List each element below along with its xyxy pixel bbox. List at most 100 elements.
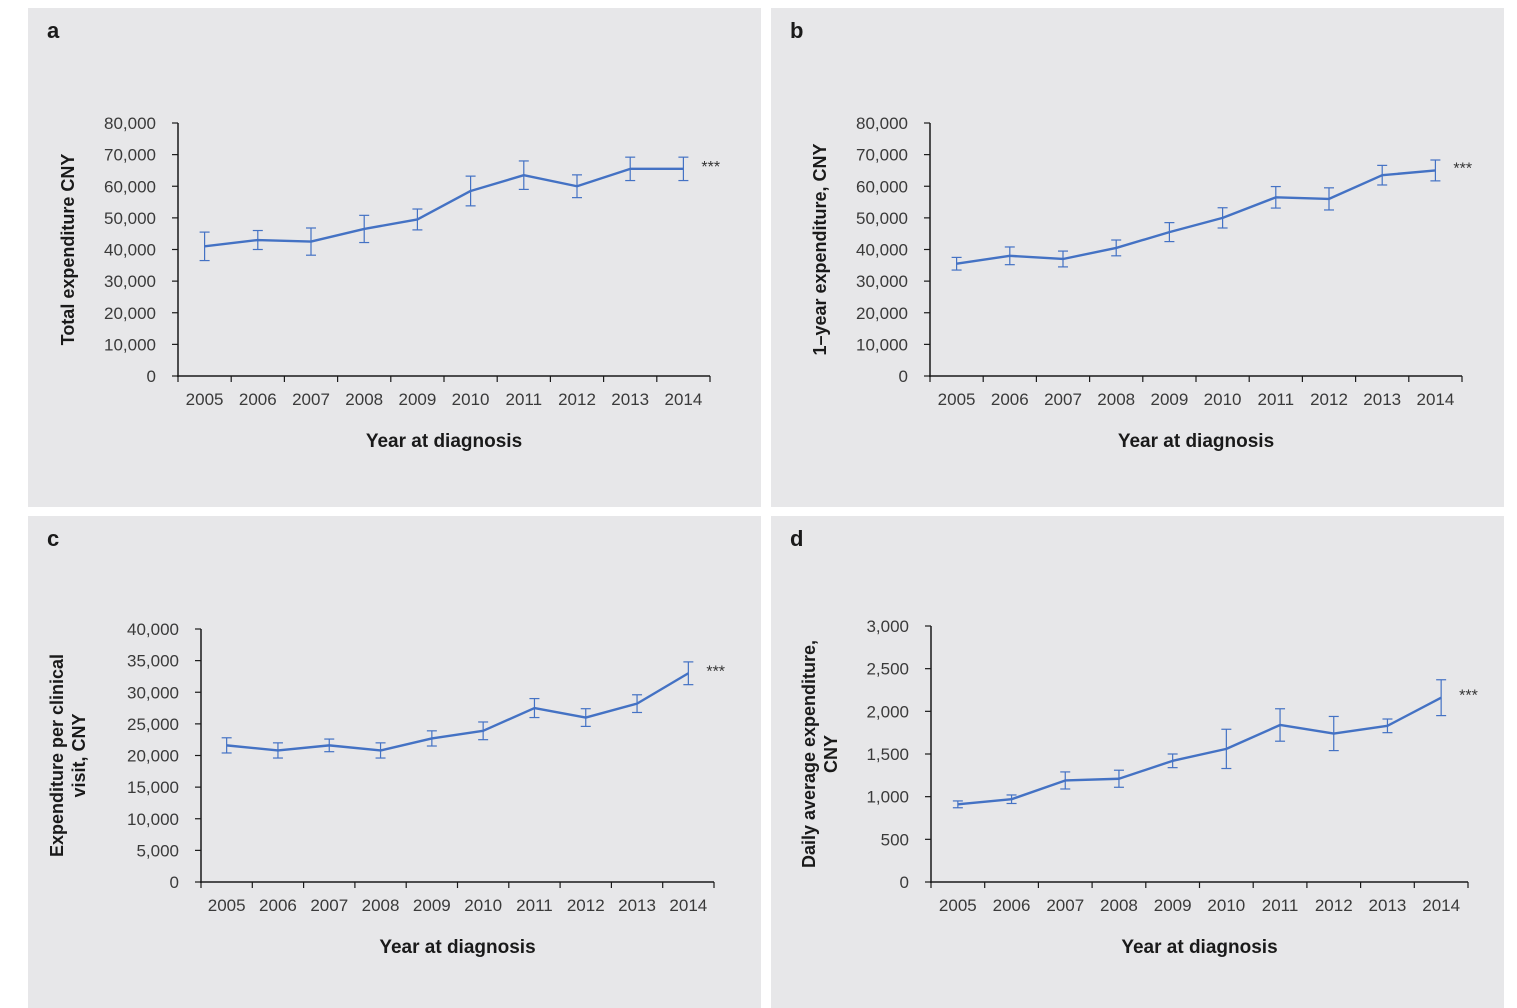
x-tick-label: 2006: [259, 896, 297, 915]
x-tick-label: 2009: [1154, 896, 1192, 915]
y-axis-label: Total expenditure CNY: [58, 154, 78, 346]
y-tick-label: 30,000: [856, 272, 908, 291]
x-tick-label: 2012: [1315, 896, 1353, 915]
x-tick-label: 2014: [1416, 390, 1454, 409]
x-tick-label: 2005: [208, 896, 246, 915]
x-tick-label: 2009: [413, 896, 451, 915]
y-tick-label: 50,000: [104, 209, 156, 228]
x-tick-label: 2012: [1310, 390, 1348, 409]
y-tick-label: 0: [900, 873, 909, 892]
x-tick-label: 2014: [1422, 896, 1460, 915]
x-tick-label: 2007: [1044, 390, 1082, 409]
x-tick-label: 2007: [292, 390, 330, 409]
y-tick-label: 80,000: [856, 114, 908, 133]
x-tick-label: 2007: [310, 896, 348, 915]
x-tick-label: 2013: [618, 896, 656, 915]
x-tick-label: 2012: [567, 896, 605, 915]
y-tick-label: 80,000: [104, 114, 156, 133]
x-tick-label: 2008: [345, 390, 383, 409]
y-tick-label: 40,000: [127, 620, 179, 639]
chart-d: 0 500 1,000 1,500 2,000 2,500 3,000 2005 2006 200…: [799, 617, 1478, 958]
x-tick-label: 2008: [1097, 390, 1135, 409]
panel-a: a 0 10,000 20,000 30,000 40,000 50,000 60,000 7…: [28, 8, 761, 507]
y-tick-label: 15,000: [127, 778, 179, 797]
panel-c: c 0 5,000 10,000 15,000 20,000 25,000 30,000 35…: [28, 516, 761, 1008]
y-tick-label: 1,500: [866, 745, 909, 764]
panel-d: d 0 500 1,000 1,500 2,000 2,500 3,000 2005 2006 2…: [771, 516, 1504, 1008]
x-tick-label: 2013: [611, 390, 649, 409]
y-tick-label: 0: [147, 367, 156, 386]
y-tick-label: 70,000: [856, 146, 908, 165]
panel-label: c: [47, 526, 60, 551]
y-tick-label: 500: [881, 830, 909, 849]
y-tick-label: 0: [899, 367, 908, 386]
x-tick-label: 2011: [516, 896, 553, 915]
chart-b: 0 10,000 20,000 30,000 40,000 50,000 60,000 70,…: [810, 114, 1472, 452]
x-tick-label: 2011: [1262, 896, 1299, 915]
y-tick-label: 25,000: [127, 715, 179, 734]
x-tick-label: 2011: [506, 390, 543, 409]
y-tick-label: 10,000: [104, 335, 156, 354]
y-tick-label: 20,000: [856, 304, 908, 323]
x-tick-label: 2009: [398, 390, 436, 409]
x-tick-label: 2014: [664, 390, 702, 409]
y-axis-label: Daily average expenditure,: [799, 640, 819, 868]
x-axis-label: Year at diagnosis: [1118, 431, 1274, 452]
chart-c: 0 5,000 10,000 15,000 20,000 25,000 30,000 35,0…: [47, 620, 725, 958]
significance-annotation: ***: [1453, 160, 1472, 177]
y-axis-label: 1–year expenditure, CNY: [810, 143, 830, 355]
chart-a: 0 10,000 20,000 30,000 40,000 50,000 60,000 70,…: [58, 114, 720, 452]
y-axis-label: visit, CNY: [69, 713, 89, 797]
series-line: [226, 672, 689, 752]
x-tick-label: 2010: [1204, 390, 1242, 409]
series-line: [956, 169, 1436, 265]
y-tick-label: 5,000: [136, 841, 179, 860]
series-line: [204, 167, 684, 248]
x-tick-label: 2006: [239, 390, 277, 409]
y-tick-label: 20,000: [127, 747, 179, 766]
y-tick-label: 35,000: [127, 652, 179, 671]
y-tick-label: 20,000: [104, 304, 156, 323]
x-tick-label: 2006: [991, 390, 1029, 409]
x-axis-label: Year at diagnosis: [366, 431, 522, 452]
x-tick-label: 2011: [1258, 390, 1295, 409]
x-tick-label: 2006: [993, 896, 1031, 915]
significance-annotation: ***: [701, 159, 720, 176]
y-tick-label: 2,000: [866, 702, 909, 721]
significance-annotation: ***: [1459, 688, 1478, 705]
x-tick-label: 2012: [558, 390, 596, 409]
x-axis-label: Year at diagnosis: [1121, 937, 1277, 958]
x-tick-label: 2007: [1046, 896, 1084, 915]
y-tick-label: 60,000: [856, 177, 908, 196]
x-axis-label: Year at diagnosis: [379, 937, 535, 958]
y-tick-label: 3,000: [866, 617, 909, 636]
y-tick-label: 60,000: [104, 177, 156, 196]
x-tick-label: 2009: [1150, 390, 1188, 409]
y-tick-label: 10,000: [127, 810, 179, 829]
x-tick-label: 2005: [186, 390, 224, 409]
y-tick-label: 40,000: [104, 241, 156, 260]
x-tick-label: 2010: [452, 390, 490, 409]
panel-label: b: [790, 18, 804, 43]
x-tick-label: 2013: [1363, 390, 1401, 409]
significance-annotation: ***: [706, 663, 725, 680]
series-line: [957, 696, 1442, 806]
panel-label: a: [47, 18, 60, 43]
y-tick-label: 40,000: [856, 241, 908, 260]
y-tick-label: 10,000: [856, 335, 908, 354]
panel-label: d: [790, 526, 804, 551]
x-tick-label: 2010: [1207, 896, 1245, 915]
x-tick-label: 2005: [938, 390, 976, 409]
x-tick-label: 2008: [362, 896, 400, 915]
y-tick-label: 50,000: [856, 209, 908, 228]
x-tick-label: 2010: [464, 896, 502, 915]
x-tick-label: 2013: [1369, 896, 1407, 915]
y-axis-label: Expenditure per clinical: [47, 654, 67, 857]
y-tick-label: 2,500: [866, 660, 909, 679]
y-axis-label: CNY: [821, 735, 841, 773]
y-tick-label: 30,000: [104, 272, 156, 291]
x-tick-label: 2008: [1100, 896, 1138, 915]
x-tick-label: 2005: [939, 896, 977, 915]
y-tick-label: 30,000: [127, 683, 179, 702]
x-tick-label: 2014: [669, 896, 707, 915]
